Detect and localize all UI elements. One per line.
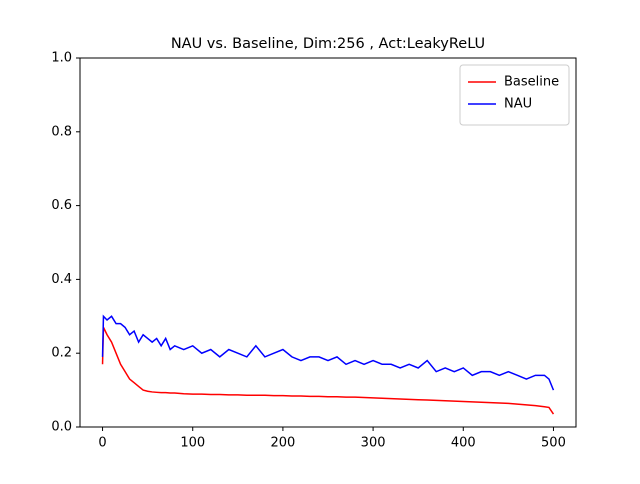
x-tick-label: 500 — [541, 436, 566, 451]
x-tick-label: 100 — [180, 436, 205, 451]
x-tick-label: 400 — [451, 436, 476, 451]
y-tick-label: 0.0 — [51, 420, 72, 435]
legend-label: NAU — [504, 97, 532, 112]
y-tick-label: 0.4 — [51, 272, 72, 287]
x-tick-label: 200 — [270, 436, 295, 451]
y-tick-label: 1.0 — [51, 51, 72, 66]
legend-label: Baseline — [504, 75, 559, 90]
line-series — [101, 327, 555, 415]
line-series — [101, 314, 555, 391]
y-tick-label: 0.2 — [51, 346, 72, 361]
plot-frame — [79, 57, 577, 428]
chart-title: NAU vs. Baseline, Dim:256 , Act:LeakyReL… — [171, 36, 485, 52]
y-tick-label: 0.8 — [51, 124, 72, 139]
y-tick-label: 0.6 — [51, 198, 72, 213]
x-tick-label: 300 — [361, 436, 386, 451]
legend-box — [459, 64, 570, 126]
x-tick-label: 0 — [98, 436, 106, 451]
